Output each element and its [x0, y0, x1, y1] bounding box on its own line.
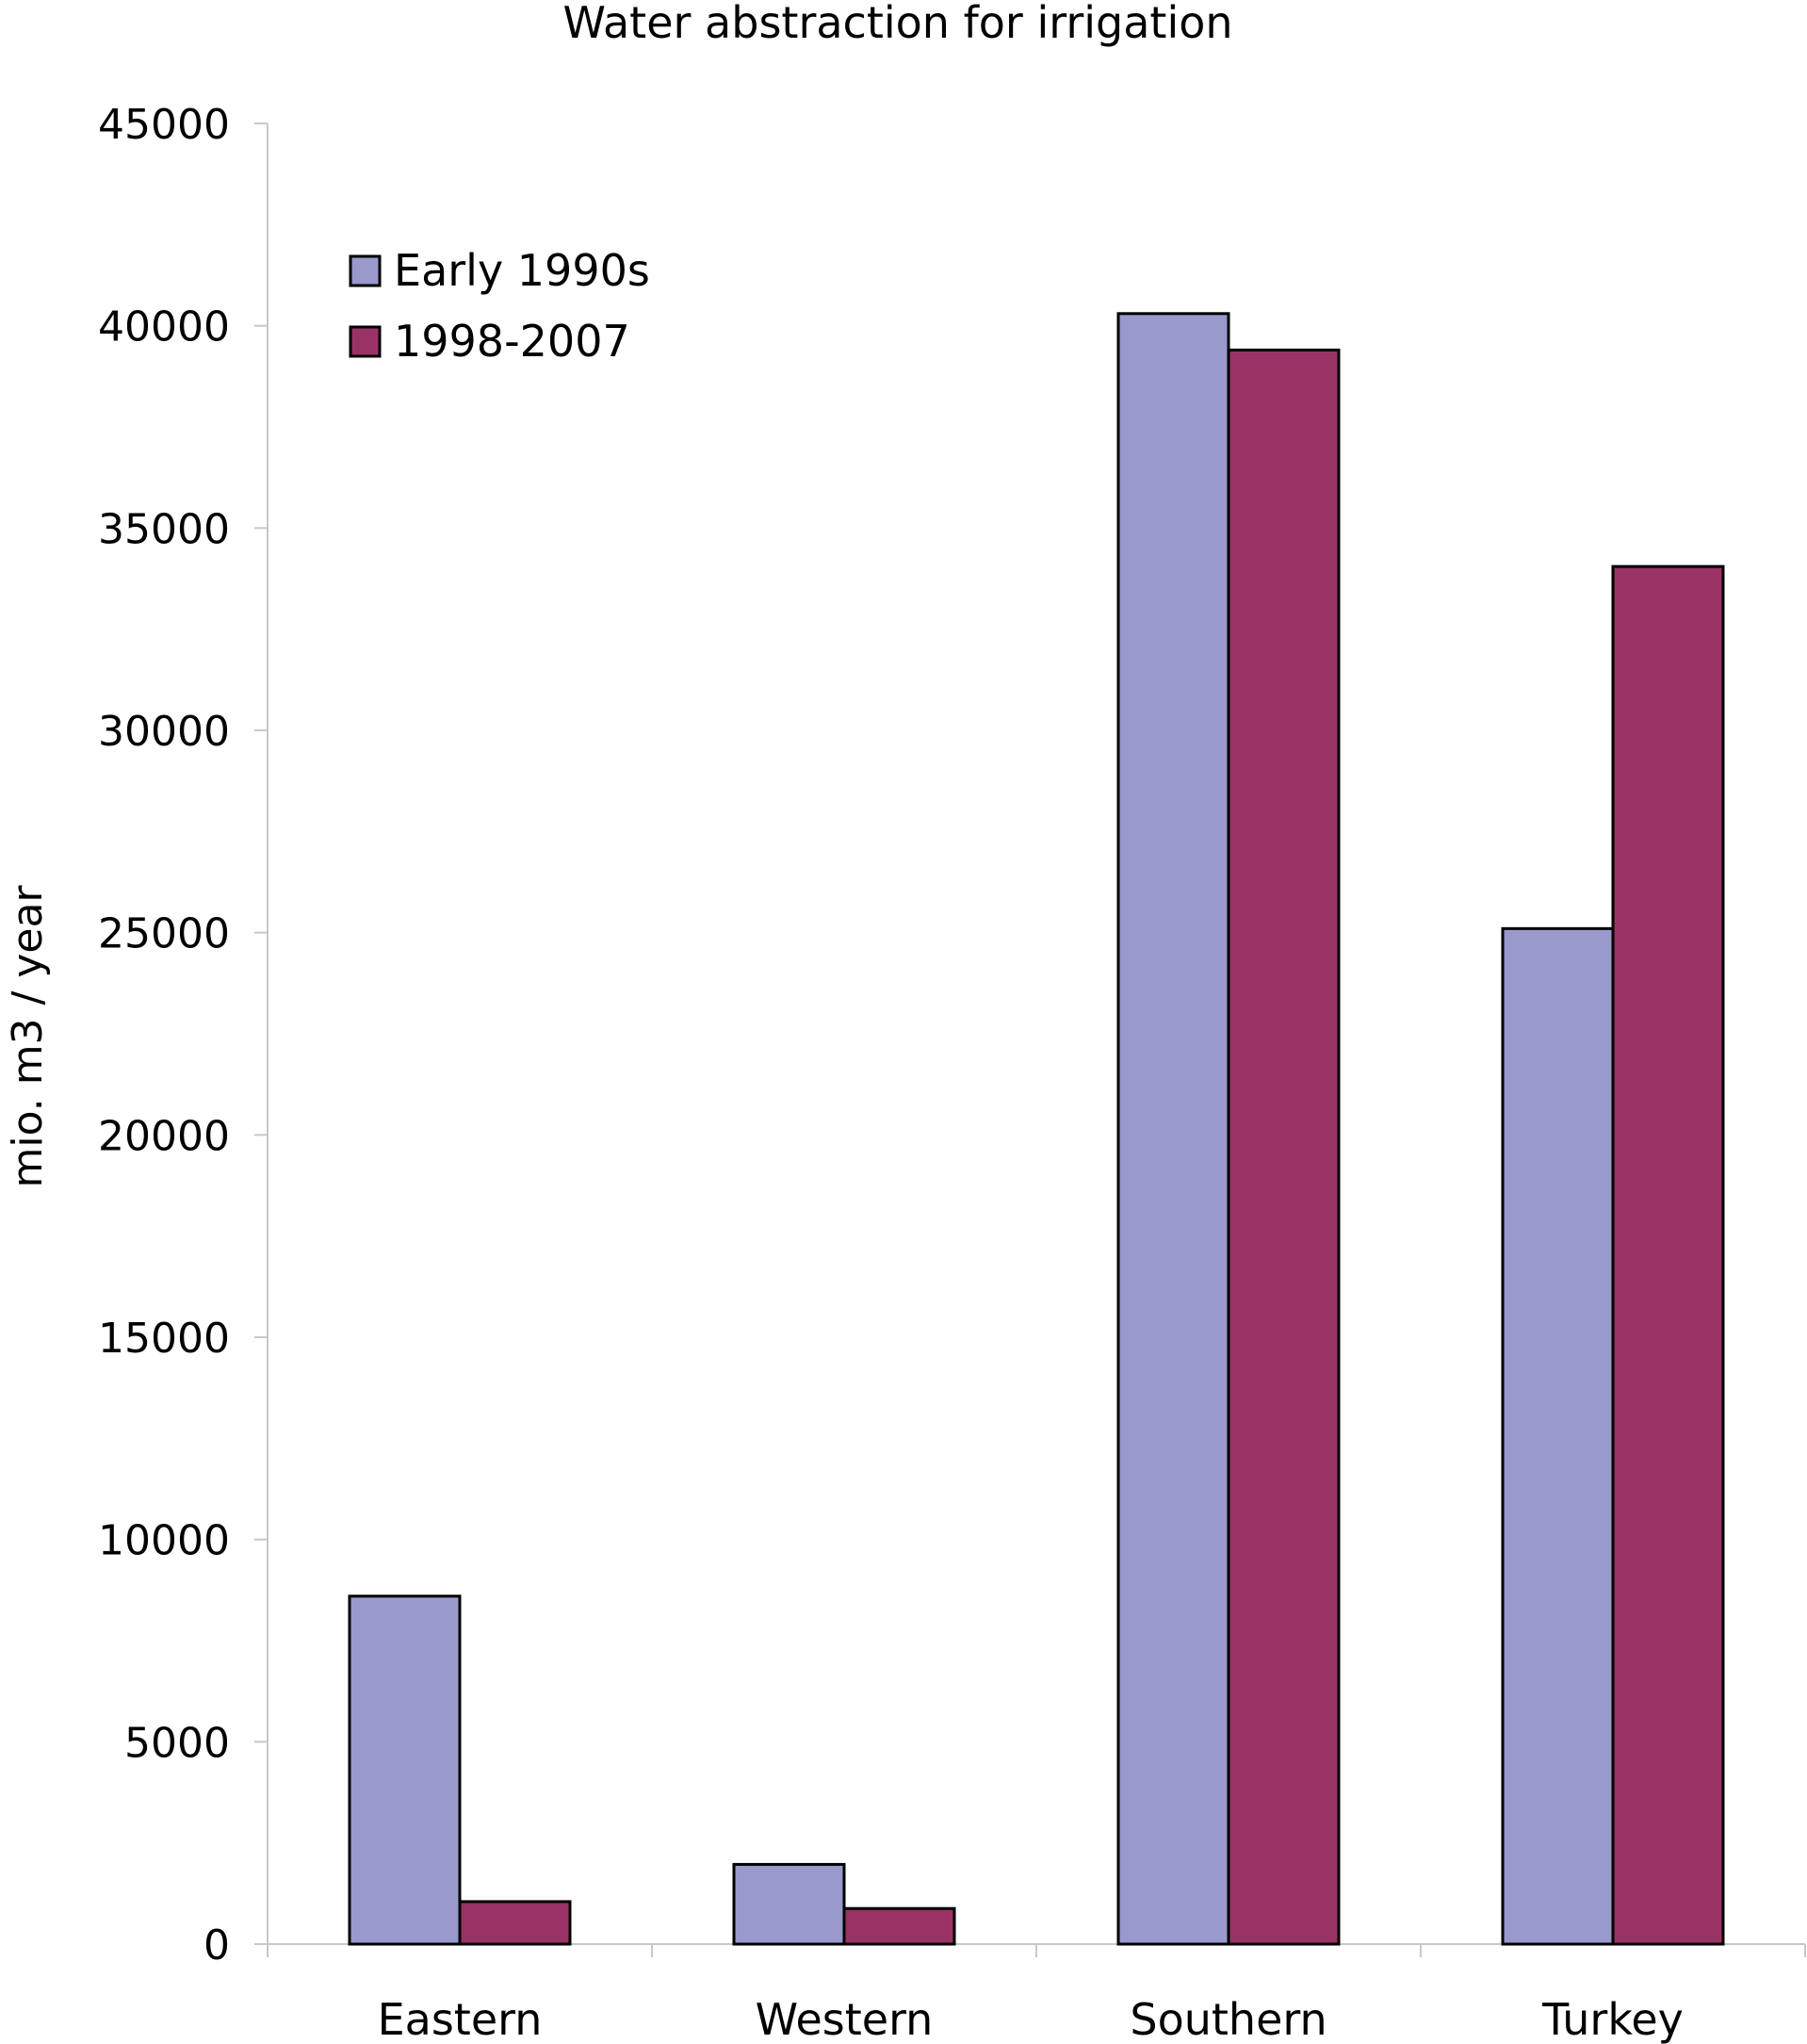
y-tick-label: 10000: [98, 1517, 230, 1565]
y-tick-label: 40000: [98, 303, 230, 352]
bar-turkey-early-1990s: [1501, 926, 1615, 1946]
bar-eastern-early-1990s: [348, 1594, 462, 1946]
bars: [348, 312, 1725, 1946]
y-tick-label: 25000: [98, 910, 230, 958]
bar-western-1998-2007: [842, 1906, 956, 1946]
legend: Early 1990s 1998-2007: [349, 245, 650, 367]
y-tick-label: 20000: [98, 1112, 230, 1160]
legend-label: 1998-2007: [394, 316, 630, 367]
y-tick-label: 15000: [98, 1315, 230, 1363]
x-tick-labels: Eastern Western Southern Turkey: [378, 1994, 1684, 2044]
bar-southern-early-1990s: [1116, 312, 1230, 1946]
y-tick-label: 45000: [98, 101, 230, 149]
bar-eastern-1998-2007: [458, 1900, 572, 1946]
x-tick-label: Southern: [1130, 1994, 1327, 2044]
legend-label: Early 1990s: [394, 245, 650, 296]
legend-swatch: [349, 325, 382, 358]
bar-western-early-1990s: [732, 1862, 846, 1946]
x-tick-label: Eastern: [378, 1994, 543, 2044]
bar-southern-1998-2007: [1227, 348, 1341, 1946]
bar-turkey-1998-2007: [1611, 564, 1725, 1946]
y-tick-label: 30000: [98, 708, 230, 756]
legend-swatch: [349, 254, 382, 287]
y-tick-label: 5000: [124, 1719, 230, 1767]
chart-title: Water abstraction for irrigation: [562, 0, 1232, 48]
y-axis-label: mio. m3 / year: [4, 885, 52, 1188]
y-ticks: 0 5000 10000 15000 20000 25000 30000 35000 40000…: [98, 101, 268, 1970]
y-tick-label: 0: [203, 1921, 230, 1970]
y-tick-label: 35000: [98, 505, 230, 553]
x-tick-label: Turkey: [1541, 1994, 1684, 2044]
x-tick-label: Western: [756, 1994, 934, 2044]
